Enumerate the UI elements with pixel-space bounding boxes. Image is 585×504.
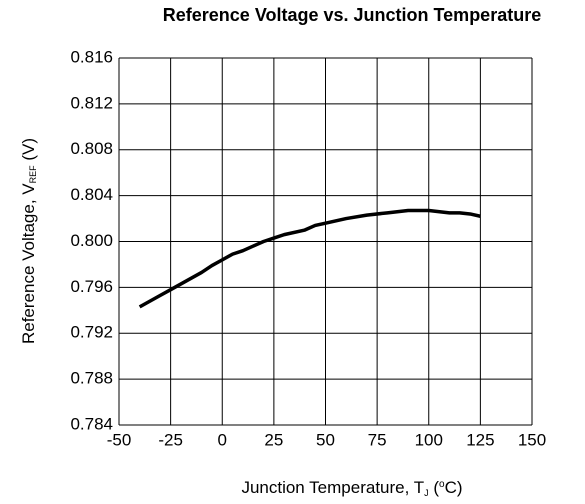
x-label-text: Junction Temperature, T <box>241 478 424 497</box>
y-tick-label: 0.808 <box>70 139 113 158</box>
x-label-sub: J <box>424 488 429 498</box>
y-label-unit: (V) <box>19 138 38 165</box>
x-label-unit: C) <box>445 478 463 497</box>
x-tick-label: 100 <box>415 430 443 449</box>
y-label-text: Reference Voltage, V <box>19 183 38 344</box>
y-tick-label: 0.800 <box>70 231 113 250</box>
x-tick-label: -50 <box>107 430 132 449</box>
y-tick-label: 0.788 <box>70 369 113 388</box>
x-tick-label: 125 <box>466 430 494 449</box>
y-tick-label: 0.812 <box>70 93 113 112</box>
x-axis-label: Junction Temperature, TJ (oC) <box>241 478 462 498</box>
x-tick-label: -25 <box>158 430 183 449</box>
y-tick-label: 0.796 <box>70 277 113 296</box>
y-label-sub: REF <box>28 165 38 184</box>
y-axis-label: Reference Voltage, VREF (V) <box>19 138 38 344</box>
chart-title: Reference Voltage vs. Junction Temperatu… <box>163 5 541 25</box>
data-line <box>138 208 481 309</box>
x-label-open: ( <box>429 478 440 497</box>
y-tick-label: 0.784 <box>70 414 113 433</box>
y-tick-label: 0.792 <box>70 323 113 342</box>
y-tick-label: 0.804 <box>70 185 113 204</box>
x-tick-label: 50 <box>316 430 335 449</box>
x-tick-label: 75 <box>368 430 387 449</box>
x-tick-label: 25 <box>264 430 283 449</box>
x-tick-label: 0 <box>218 430 227 449</box>
x-tick-label: 150 <box>518 430 546 449</box>
x-label-sup: o <box>439 479 445 490</box>
y-tick-label: 0.816 <box>70 47 113 66</box>
